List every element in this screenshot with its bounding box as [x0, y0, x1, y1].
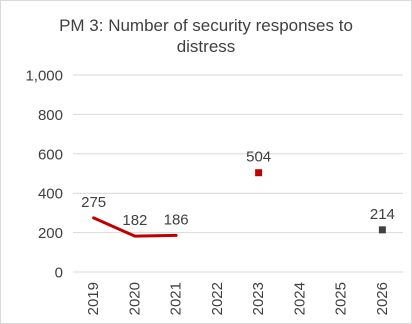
x-tick-label: 2019 — [85, 282, 102, 315]
data-label: 214 — [370, 206, 395, 223]
data-label: 186 — [164, 211, 189, 228]
y-tick-label: 400 — [38, 186, 63, 203]
y-tick-label: 1,000 — [25, 68, 63, 85]
y-tick-label: 0 — [55, 265, 63, 282]
data-point-marker — [255, 169, 263, 177]
data-point-marker — [378, 226, 386, 234]
y-tick-label: 600 — [38, 146, 63, 163]
x-tick-label: 2020 — [126, 282, 143, 315]
data-label: 504 — [246, 149, 271, 166]
chart-title: PM 3: Number of security responses to di… — [1, 15, 411, 57]
chart-title-line-1: PM 3: Number of security responses to — [59, 16, 353, 35]
x-tick-label: 2024 — [291, 282, 308, 315]
x-tick-label: 2021 — [168, 282, 185, 315]
data-label: 182 — [122, 212, 147, 229]
series-line — [92, 216, 178, 238]
x-tick-label: 2025 — [333, 282, 350, 315]
x-tick-label: 2022 — [209, 282, 226, 315]
data-label: 275 — [81, 194, 106, 211]
chart-title-line-2: distress — [176, 37, 236, 56]
x-tick-label: 2026 — [374, 282, 391, 315]
x-tick-label: 2023 — [250, 282, 267, 315]
y-tick-label: 800 — [38, 107, 63, 124]
y-tick-label: 200 — [38, 225, 63, 242]
